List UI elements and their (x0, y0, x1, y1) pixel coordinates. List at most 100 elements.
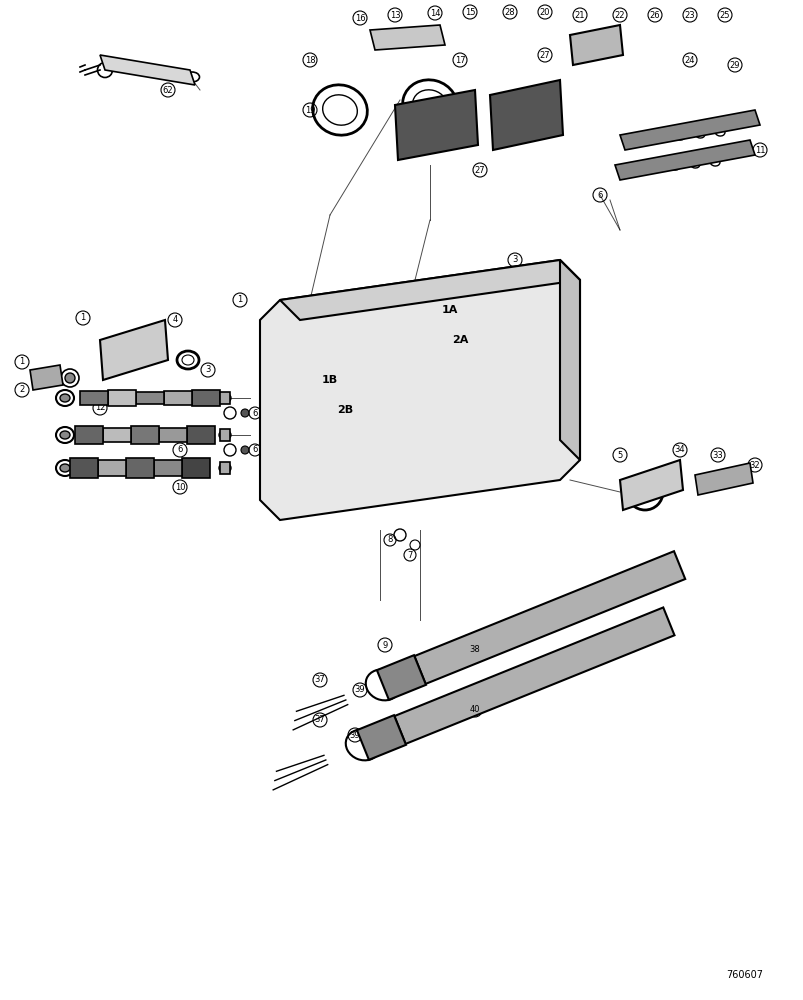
Text: 26: 26 (649, 11, 659, 20)
Text: 1B: 1B (321, 375, 337, 385)
Polygon shape (220, 392, 230, 404)
Text: 6: 6 (177, 446, 182, 454)
Text: 37: 37 (314, 715, 325, 724)
Polygon shape (619, 110, 759, 150)
Text: 21: 21 (574, 11, 585, 20)
Text: 9: 9 (84, 464, 89, 473)
Text: 10: 10 (174, 483, 185, 491)
Text: 9: 9 (382, 640, 387, 650)
Polygon shape (394, 90, 478, 160)
Text: 15: 15 (464, 8, 475, 17)
Text: 1A: 1A (442, 305, 458, 315)
Text: 4: 4 (172, 316, 177, 324)
Text: 34: 34 (674, 446, 684, 454)
Polygon shape (187, 426, 214, 444)
Polygon shape (131, 426, 159, 444)
Polygon shape (159, 428, 187, 442)
Polygon shape (377, 655, 426, 700)
Text: 18: 18 (304, 56, 315, 65)
Text: 16: 16 (354, 14, 365, 23)
Polygon shape (70, 458, 98, 478)
Polygon shape (614, 140, 754, 180)
Circle shape (241, 446, 249, 454)
Text: 38: 38 (469, 646, 479, 654)
Ellipse shape (218, 463, 230, 473)
Ellipse shape (349, 431, 360, 439)
Text: 2: 2 (19, 385, 25, 394)
Text: 24: 24 (684, 56, 695, 65)
Text: 13: 13 (389, 11, 400, 20)
Ellipse shape (304, 415, 316, 425)
Polygon shape (569, 25, 622, 65)
Polygon shape (80, 391, 108, 405)
Polygon shape (98, 460, 126, 476)
Ellipse shape (351, 462, 359, 468)
Text: 23: 23 (684, 11, 695, 20)
Polygon shape (136, 392, 164, 404)
Text: 1: 1 (237, 296, 243, 304)
Text: 27: 27 (539, 51, 549, 60)
Polygon shape (100, 55, 195, 85)
Text: 39: 39 (354, 686, 365, 694)
Polygon shape (30, 365, 63, 390)
Text: 1: 1 (19, 358, 25, 366)
Text: 760607: 760607 (726, 970, 763, 980)
Text: 22: 22 (614, 11, 625, 20)
Polygon shape (220, 429, 230, 441)
Text: 27: 27 (474, 166, 485, 175)
Circle shape (241, 409, 249, 417)
Polygon shape (560, 260, 579, 460)
Text: 32: 32 (748, 460, 760, 470)
Ellipse shape (60, 464, 70, 472)
Polygon shape (394, 607, 674, 744)
Text: 2B: 2B (336, 405, 353, 415)
Text: 28: 28 (504, 8, 515, 17)
Polygon shape (279, 260, 579, 320)
Polygon shape (694, 463, 752, 495)
Polygon shape (181, 458, 210, 478)
Circle shape (65, 373, 75, 383)
Text: 8: 8 (387, 536, 392, 544)
Text: 2A: 2A (451, 335, 467, 345)
Text: 14: 14 (430, 9, 440, 18)
Text: 62: 62 (162, 86, 173, 95)
Text: 33: 33 (711, 450, 723, 460)
Ellipse shape (60, 394, 70, 402)
Polygon shape (164, 391, 192, 405)
Polygon shape (126, 458, 154, 478)
Text: 3: 3 (512, 255, 517, 264)
Polygon shape (103, 428, 131, 442)
Text: 40: 40 (469, 706, 479, 714)
Text: 3: 3 (205, 365, 210, 374)
Ellipse shape (218, 430, 230, 440)
Polygon shape (154, 460, 181, 476)
Text: 1: 1 (80, 314, 85, 322)
Polygon shape (259, 260, 579, 520)
Text: 7: 7 (407, 550, 412, 560)
Polygon shape (192, 390, 220, 406)
Polygon shape (357, 715, 406, 760)
Text: 6: 6 (252, 408, 258, 418)
Text: 6: 6 (252, 446, 258, 454)
Text: 37: 37 (314, 676, 325, 684)
Polygon shape (414, 551, 684, 684)
Ellipse shape (60, 431, 70, 439)
Text: 29: 29 (729, 61, 740, 70)
Text: 17: 17 (454, 56, 465, 65)
Text: 8: 8 (84, 432, 90, 440)
Text: 39: 39 (349, 730, 360, 739)
Text: 19: 19 (304, 106, 315, 115)
Polygon shape (619, 460, 683, 510)
Ellipse shape (304, 450, 316, 460)
Text: 12: 12 (95, 403, 105, 412)
Text: 20: 20 (539, 8, 549, 17)
Polygon shape (369, 25, 444, 50)
Polygon shape (75, 426, 103, 444)
Polygon shape (220, 462, 230, 474)
Polygon shape (100, 320, 168, 380)
Text: 11: 11 (754, 146, 764, 155)
Polygon shape (108, 390, 136, 406)
Text: 6: 6 (597, 191, 602, 200)
Polygon shape (489, 80, 562, 150)
Text: 5: 5 (617, 450, 622, 460)
